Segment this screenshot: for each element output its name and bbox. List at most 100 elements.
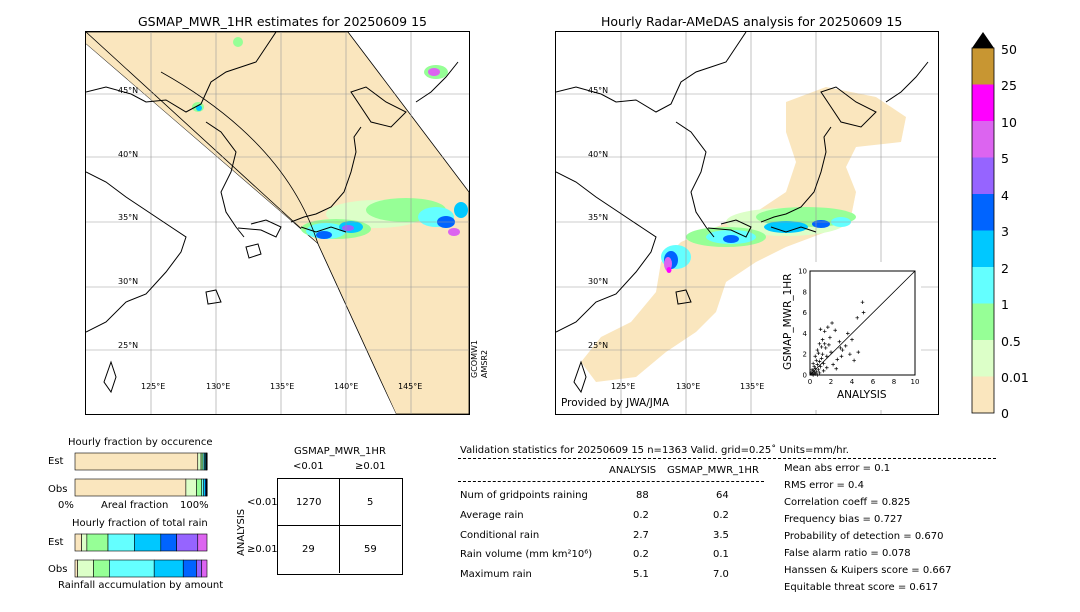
scatter-point	[856, 350, 861, 354]
scatter-point	[819, 345, 824, 349]
colorbar-segment	[972, 121, 994, 158]
left-lat-label: 25°N	[118, 341, 139, 350]
colorbar-segment	[972, 84, 994, 121]
stat-gsmap-value: 3.5	[713, 530, 729, 541]
validation-header: Validation statistics for 20250609 15 n=…	[460, 445, 849, 456]
scatter-point	[811, 373, 815, 377]
colorbar-label: 3	[1001, 224, 1009, 239]
colorbar-segment	[972, 376, 994, 413]
scatter-point	[860, 300, 865, 304]
scatter-x-tick: 10	[911, 378, 920, 386]
scatter-point	[834, 366, 839, 371]
scatter-point	[820, 352, 825, 356]
score-line: Equitable threat score = 0.617	[784, 582, 939, 593]
occurrence-bar-segment	[185, 478, 197, 497]
total-rain-bar-segment	[86, 533, 109, 552]
colorbar-outline	[971, 47, 995, 414]
colorbar-segment	[972, 340, 994, 377]
stat-analysis-value: 2.7	[633, 530, 649, 541]
colorbar-label: 1	[1001, 297, 1009, 312]
scatter-point	[817, 359, 822, 364]
total-rain-bar-segment	[107, 533, 135, 552]
total-rain-bar-segment	[81, 533, 88, 552]
scatter-point	[819, 356, 824, 361]
scatter-point	[812, 364, 816, 369]
left-lon-label: 140°E	[334, 382, 359, 391]
scatter-point	[816, 368, 821, 372]
colorbar-extend-arrow	[972, 32, 994, 48]
contingency-col-header: <0.01	[293, 461, 324, 472]
scatter-point	[818, 364, 823, 369]
scatter-point	[818, 327, 823, 332]
score-line: Frequency bias = 0.727	[784, 514, 903, 525]
scatter-point	[846, 331, 850, 336]
scatter-ylabel: GSMAP_MWR_1HR	[782, 273, 794, 370]
scatter-xlabel: ANALYSIS	[837, 389, 887, 401]
validation-col-analysis: ANALYSIS	[609, 465, 657, 476]
scatter-x-tick: 4	[850, 378, 855, 386]
occurrence-title: Hourly fraction by occurence	[68, 437, 213, 448]
left-map	[85, 31, 470, 415]
occurrence-bar-segment	[206, 478, 208, 497]
colorbar-segment	[972, 303, 994, 340]
total-rain-bars	[74, 533, 208, 578]
scatter-point	[813, 372, 818, 376]
scatter-point	[827, 343, 831, 347]
right-lat-label: 45°N	[588, 86, 609, 95]
contingency-cell: 29	[302, 544, 315, 555]
scatter-x-tick: 6	[871, 378, 876, 386]
occurrence-obs-label: Obs	[48, 484, 68, 495]
scatter-point	[852, 358, 856, 363]
scatter-point	[821, 361, 826, 366]
colorbar-label: 0.5	[1001, 334, 1021, 349]
stat-analysis-value: 5.1	[633, 569, 649, 580]
stat-analysis-value: 0.2	[633, 549, 649, 560]
colorbar-label: 50	[1001, 42, 1017, 57]
stat-label: Conditional rain	[460, 530, 540, 541]
scatter-point	[813, 366, 818, 371]
contingency-divider	[277, 525, 401, 526]
scatter-point	[835, 357, 840, 362]
stat-analysis-value: 88	[636, 490, 649, 501]
scatter-point	[829, 350, 833, 354]
total-rain-est-label: Est	[48, 537, 64, 548]
scatter-point	[810, 368, 814, 372]
scatter-plot: 0 2 4 6 8 10 0 2 4 6 8 10	[798, 268, 920, 387]
occurrence-bar-segment	[197, 452, 202, 471]
total-rain-bar-segment	[93, 559, 110, 578]
validation-dash-mid	[458, 481, 764, 482]
occurrence-bar-segment	[206, 452, 208, 471]
colorbar-label: 25	[1001, 78, 1017, 93]
score-line: Probability of detection = 0.670	[784, 531, 944, 542]
scatter-point	[817, 371, 822, 375]
scatter-y-tick: 0	[803, 372, 807, 380]
total-rain-bar-segment	[74, 533, 82, 552]
score-line: Mean abs error = 0.1	[784, 463, 891, 474]
scatter-point	[831, 362, 835, 367]
scatter-point	[830, 321, 834, 325]
total-rain-title: Hourly fraction of total rain	[72, 518, 208, 529]
left-lat-label: 30°N	[118, 277, 139, 286]
contingency-row-header: <0.01	[247, 497, 278, 508]
total-rain-bar-segment	[182, 559, 197, 578]
scatter-point	[811, 361, 815, 366]
colorbar	[971, 32, 995, 414]
contingency-table	[277, 478, 403, 575]
contingency-cell: 59	[364, 544, 377, 555]
scatter-point	[825, 354, 829, 359]
score-line: Correlation coeff = 0.825	[784, 497, 911, 508]
scatter-point	[815, 348, 820, 352]
scatter-point	[813, 354, 818, 359]
contingency-col-header: ≥0.01	[355, 461, 386, 472]
contingency-title: GSMAP_MWR_1HR	[294, 446, 386, 457]
occurrence-bar-segment	[74, 452, 199, 471]
total-rain-bar-segment	[77, 559, 94, 578]
scatter-point	[809, 371, 813, 375]
right-map-canvas	[556, 32, 938, 414]
total-rain-bar-segment	[201, 559, 208, 578]
colorbar-label: 10	[1001, 115, 1017, 130]
contingency-row-axis: ANALYSIS	[236, 508, 247, 556]
scatter-point	[815, 373, 820, 377]
scatter-point	[823, 346, 828, 350]
score-line: Hanssen & Kuipers score = 0.667	[784, 565, 952, 576]
